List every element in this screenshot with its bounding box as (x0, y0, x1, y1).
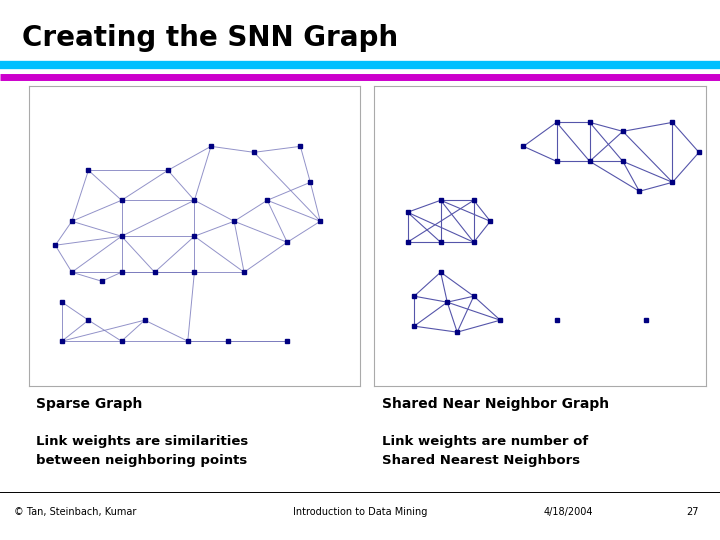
Text: 27: 27 (686, 507, 698, 517)
Text: Link weights are similarities
between neighboring points: Link weights are similarities between ne… (36, 435, 248, 467)
Text: Introduction to Data Mining: Introduction to Data Mining (293, 507, 427, 517)
Text: Sparse Graph: Sparse Graph (36, 397, 143, 411)
Text: Creating the SNN Graph: Creating the SNN Graph (22, 24, 397, 52)
Text: Link weights are number of
Shared Nearest Neighbors: Link weights are number of Shared Neares… (382, 435, 588, 467)
Text: 4/18/2004: 4/18/2004 (544, 507, 593, 517)
Text: © Tan, Steinbach, Kumar: © Tan, Steinbach, Kumar (14, 507, 137, 517)
Text: Shared Near Neighbor Graph: Shared Near Neighbor Graph (382, 397, 608, 411)
